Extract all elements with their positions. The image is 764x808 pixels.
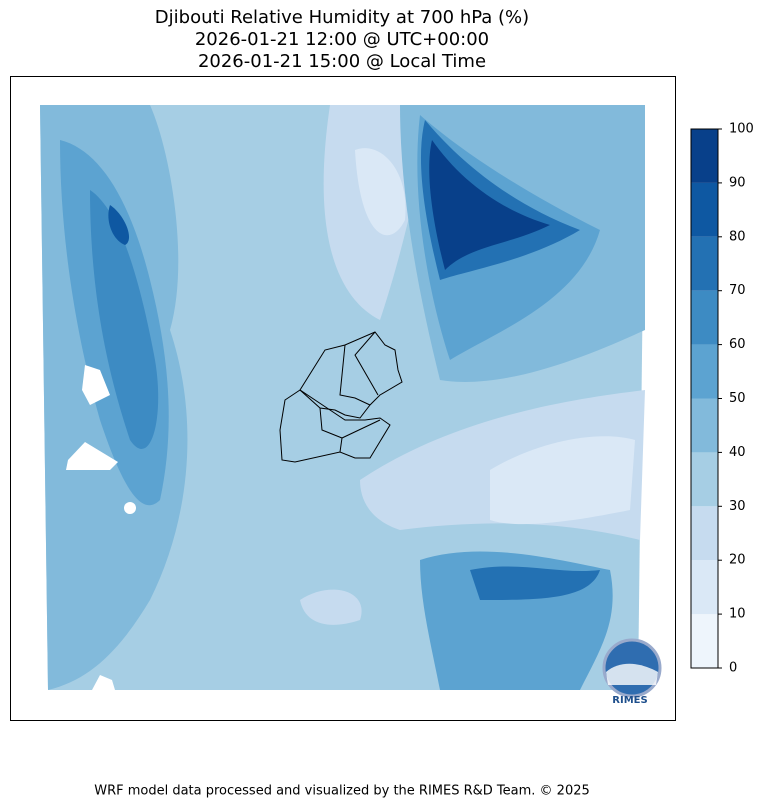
colorbar-tick-label: 20 [729, 553, 746, 568]
humidity-field [40, 105, 645, 690]
logo-text: RIMES [612, 695, 647, 706]
colorbar-segment [691, 506, 718, 561]
title-line: Djibouti Relative Humidity at 700 hPa (%… [155, 7, 529, 28]
colorbar-segment [691, 614, 718, 668]
footer: WRF model data processed and visualized … [94, 784, 590, 799]
colorbar-tick-label: 100 [729, 122, 754, 137]
colorbar-tick-label: 70 [729, 283, 746, 298]
colorbar-tick-label: 40 [729, 445, 746, 460]
title-line: 2026-01-21 12:00 @ UTC+00:00 [195, 29, 489, 50]
colorbar-tick-label: 80 [729, 229, 746, 244]
colorbar-tick-label: 60 [729, 337, 746, 352]
colorbar-tick-label: 50 [729, 391, 746, 406]
logo: RIMES [602, 638, 662, 706]
colorbar-segment [691, 129, 718, 183]
colorbar-tick-label: 90 [729, 175, 746, 190]
colorbar-segment [691, 452, 718, 507]
colorbar-segment [691, 398, 718, 453]
country-borders [279, 331, 403, 463]
colorbar-segment [691, 344, 718, 399]
colorbar-tick-label: 0 [729, 661, 737, 676]
colorbar-segment [691, 236, 718, 291]
colorbar-tick-label: 30 [729, 499, 746, 514]
colorbar: 0 10 20 30 40 50 60 70 80 90 100 [690, 122, 754, 676]
colorbar-segment [691, 182, 718, 237]
colorbar-segment [691, 560, 718, 615]
colorbar-segment [691, 290, 718, 345]
colorbar-tick-label: 10 [729, 607, 746, 622]
title-line: 2026-01-21 15:00 @ Local Time [198, 51, 486, 72]
